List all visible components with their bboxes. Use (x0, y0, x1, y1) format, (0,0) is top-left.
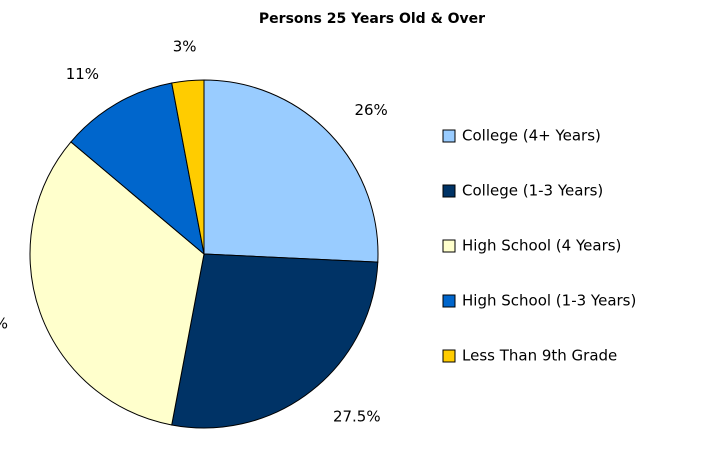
chart-title: Persons 25 Years Old & Over (259, 11, 485, 27)
data-label: 33.5% (0, 314, 8, 332)
legend-swatch (442, 129, 456, 143)
legend-label: High School (1-3 Years) (462, 292, 636, 310)
pie-slice (203, 79, 379, 263)
pie-slice (29, 141, 205, 426)
data-label: 27.5% (333, 408, 381, 426)
legend-label: College (1-3 Years) (462, 182, 603, 200)
legend-label: High School (4 Years) (462, 237, 621, 255)
legend-label: College (4+ Years) (462, 127, 601, 145)
legend-swatch (442, 239, 456, 253)
pie-slice (171, 79, 205, 255)
pie-slice (70, 82, 205, 256)
legend-swatch (442, 294, 456, 308)
pie-slice (171, 253, 379, 429)
data-label: 11% (66, 65, 99, 83)
legend-label: Less Than 9th Grade (462, 347, 617, 365)
legend-swatch (442, 184, 456, 198)
data-label: 26% (354, 101, 387, 119)
legend-swatch (442, 349, 456, 363)
data-label: 3% (173, 37, 197, 55)
